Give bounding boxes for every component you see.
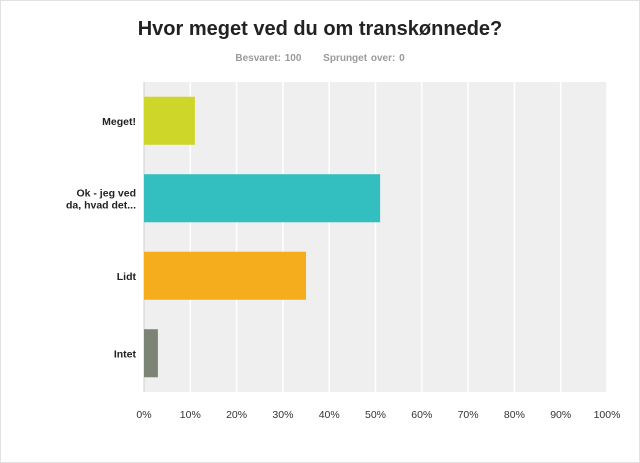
x-tick-label: 0% <box>136 409 151 421</box>
bar <box>144 251 307 300</box>
category-label: Ok - jeg ved <box>76 187 136 199</box>
x-tick-label: 90% <box>550 409 571 421</box>
bar <box>144 96 195 145</box>
x-tick-label: 10% <box>180 409 201 421</box>
category-label: Intet <box>114 348 137 360</box>
x-tick-label: 80% <box>504 409 525 421</box>
skipped-count: Sprunget over: 0 <box>323 53 405 64</box>
bar <box>144 329 158 378</box>
category-label: Meget! <box>102 116 136 128</box>
answered-count: Besvaret: 100 <box>235 53 302 64</box>
x-tick-label: 40% <box>319 409 340 421</box>
category-label: Lidt <box>117 271 137 283</box>
category-label: da, hvad det... <box>66 199 136 211</box>
x-tick-label: 60% <box>411 409 432 421</box>
x-tick-label: 70% <box>458 409 479 421</box>
x-tick-label: 20% <box>226 409 247 421</box>
response-stats: Besvaret: 100 Sprunget over: 0 <box>0 53 640 64</box>
x-tick-label: 100% <box>594 409 621 421</box>
x-tick-label: 30% <box>272 409 293 421</box>
bar <box>144 174 381 223</box>
x-tick-label: 50% <box>365 409 386 421</box>
chart-title: Hvor meget ved du om transkønnede? <box>137 18 503 40</box>
